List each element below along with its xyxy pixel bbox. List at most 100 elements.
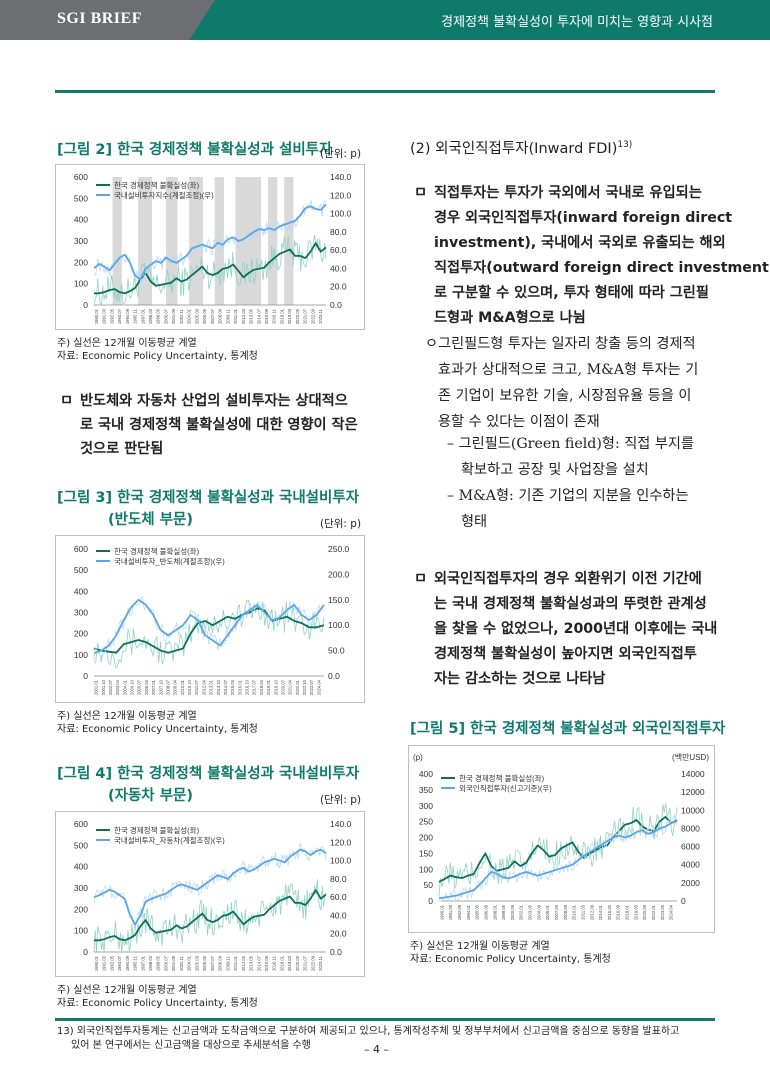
legend-label: 외국인직접투자(신고기준)(우)	[459, 783, 552, 793]
y-left-tick-label: 150	[419, 848, 433, 858]
x-tick-label: 1992.05	[109, 955, 114, 971]
x-tick-label: 2000.07	[163, 955, 168, 971]
x-tick-label: 1998.03	[148, 308, 153, 324]
y-left-tick-label: 300	[74, 883, 88, 893]
bullet-box-icon: ㅁ	[60, 393, 74, 409]
subpoint-line: 존 기업이 보유한 기술, 시장점유율 등을 이	[438, 388, 692, 404]
x-tick-label: 2007.07	[210, 308, 215, 324]
shaded-period	[189, 177, 204, 305]
series-raw-line	[439, 813, 678, 902]
y-left-tick-label: 100	[74, 926, 88, 936]
x-tick-label: 2006.05	[202, 955, 207, 971]
x-tick-label: 2018.04	[259, 679, 264, 695]
x-tick-label: 1997.01	[140, 308, 145, 324]
y-right-tick-label: 20.0	[330, 929, 347, 939]
fig2-title: [그림 2] 한국 경제정책 불확실성과 설비투자	[57, 142, 333, 158]
bullet-line: 을 찾을 수 없었으나, 2000년대 이후에는 국내	[434, 621, 718, 637]
x-tick-label: 2000.07	[163, 308, 168, 324]
bullet-line: 직접투자(outward foreign direct investment)	[434, 260, 770, 276]
y-right-tick-label: 80.0	[330, 874, 347, 884]
y-right-tick-label: 0.0	[328, 671, 340, 681]
fig3-chart: 0 100 200 300 400 500 600 0.0 50.0 100.0 150.0 200.…	[55, 535, 365, 703]
x-tick-label: 2016.11	[272, 308, 277, 323]
subpoint-line: 용할 수 있다는 이점이 존재	[438, 414, 600, 430]
bullet-box-icon: ㅁ	[414, 571, 428, 587]
x-tick-label: 2020.09	[642, 904, 647, 920]
y-left-tick-label: 100	[74, 279, 88, 289]
y-left-tick-label: 200	[74, 904, 88, 914]
fig3-source: 자료: Economic Policy Uncertainty, 통계청	[57, 724, 258, 735]
x-tick-label: 1997.01	[140, 955, 145, 971]
x-tick-label: 2011.01	[233, 308, 238, 323]
legend-label: 한국 경제정책 불확실성(좌)	[114, 546, 200, 556]
y-right-tick-label: 80.0	[330, 227, 347, 237]
y-left-tick-label: 400	[74, 586, 88, 596]
y-right-tick-label: 0	[681, 896, 686, 906]
y-right-tick-label: 250.0	[328, 544, 350, 554]
bullet-box-icon: ㅁ	[414, 185, 428, 201]
y-right-tick-label: 12000	[681, 787, 705, 797]
fdi-dash-greenfield: – 그린필드(Green field)형: 직접 부지를 확보하고 공장 및 사…	[447, 431, 722, 483]
legend-label: 한국 경제정책 불확실성(좌)	[114, 180, 200, 190]
y-right-tick-label: 140.0	[330, 172, 352, 182]
fig3-note: 주) 실선은 12개월 이동평균 계열	[57, 711, 197, 722]
y-left-tick-label: 400	[74, 215, 88, 225]
dash-line: – M&A형: 기존 기업의 지분을 인수하는	[447, 488, 689, 504]
y-left-tick-label: 100	[419, 864, 433, 874]
x-tick-label: 2016.09	[616, 904, 621, 920]
y-left-tick-label: 200	[74, 257, 88, 267]
x-tick-label: 2007.01	[151, 679, 156, 695]
y-right-tick-label: 10000	[681, 805, 705, 815]
series-line	[94, 242, 327, 295]
x-tick-label: 2011.05	[580, 904, 585, 919]
x-tick-label: 2011.01	[233, 955, 238, 970]
bullet-line: 것으로 판단됨	[80, 441, 164, 457]
x-tick-label: 2004.01	[187, 955, 192, 971]
x-tick-label: 2015.09	[264, 308, 269, 324]
x-tick-label: 1995.11	[133, 955, 138, 970]
fig4-title-sub: (자동차 부문)	[108, 788, 194, 804]
x-tick-label: 2001.01	[94, 679, 99, 695]
fdi-subpoint: ㅇ그린필드형 투자는 일자리 창출 등의 경제적 효과가 상대적으로 크고, M…	[425, 331, 720, 435]
x-tick-label: 1996.09	[483, 904, 488, 920]
x-tick-label: 2010.01	[180, 679, 185, 695]
bullet-line: 자는 감소하는 것으로 나타남	[434, 671, 606, 687]
x-tick-label: 1999.05	[501, 904, 506, 920]
bullet-line: investment), 국내에서 국외로 유출되는 해외	[434, 235, 726, 251]
x-tick-label: 2023.05	[660, 904, 665, 920]
x-tick-label: 2023.11	[318, 308, 323, 323]
x-tick-label: 2003.04	[115, 679, 120, 695]
x-tick-label: 2009.04	[173, 679, 178, 695]
x-tick-label: 2001.09	[171, 308, 176, 324]
left-bullet: ㅁ 반도체와 자동차 산업의 설비투자는 상대적으 로 국내 경제정책 불확실성…	[60, 388, 365, 468]
dash-line: – 그린필드(Green field)형: 직접 부지를	[447, 436, 695, 452]
fig2-unit: (단위: p)	[320, 148, 362, 160]
section-heading: (2) 외국인직접투자(Inward FDI)13)	[410, 137, 632, 158]
x-tick-label: 1998.01	[492, 904, 497, 920]
y-left-tick-label: 500	[74, 565, 88, 575]
x-tick-label: 2016.01	[237, 679, 242, 695]
x-tick-label: 1994.09	[125, 955, 130, 971]
shaded-period	[268, 177, 278, 305]
y-right-tick-label: 0.0	[330, 300, 342, 310]
x-tick-label: 2018.01	[279, 308, 284, 324]
fig4-chart: 0 100 200 300 400 500 600 0.0 20.0 40.0 60.0 80.0 10…	[55, 811, 365, 977]
x-tick-label: 2024.04	[669, 904, 674, 920]
fig2-chart: 0 100 200 300 400 500 600 0.0 20.0 40.0 60.0 80.0 10…	[55, 164, 365, 330]
x-tick-label: 2021.07	[303, 955, 308, 971]
x-tick-label: 2010.01	[572, 904, 577, 920]
x-tick-label: 2020.05	[295, 308, 300, 324]
x-tick-label: 2007.05	[554, 904, 559, 920]
y-right-tick-label: 60.0	[330, 245, 347, 255]
x-tick-label: 2005.07	[137, 679, 142, 695]
fdi-dash-ma: – M&A형: 기존 기업의 지분을 인수하는 형태	[447, 483, 722, 535]
x-tick-label: 2023.07	[309, 679, 314, 695]
x-tick-label: 2019.05	[633, 904, 638, 920]
x-tick-label: 1990.01	[439, 904, 444, 920]
y-right-tick-label: 8000	[681, 823, 700, 833]
x-tick-label: 2015.04	[230, 679, 235, 695]
y-right-tick-label: 120.0	[330, 190, 352, 200]
y-left-tick-label: 300	[74, 236, 88, 246]
y-left-tick-label: 400	[419, 769, 433, 779]
x-tick-label: 2005.03	[194, 308, 199, 324]
